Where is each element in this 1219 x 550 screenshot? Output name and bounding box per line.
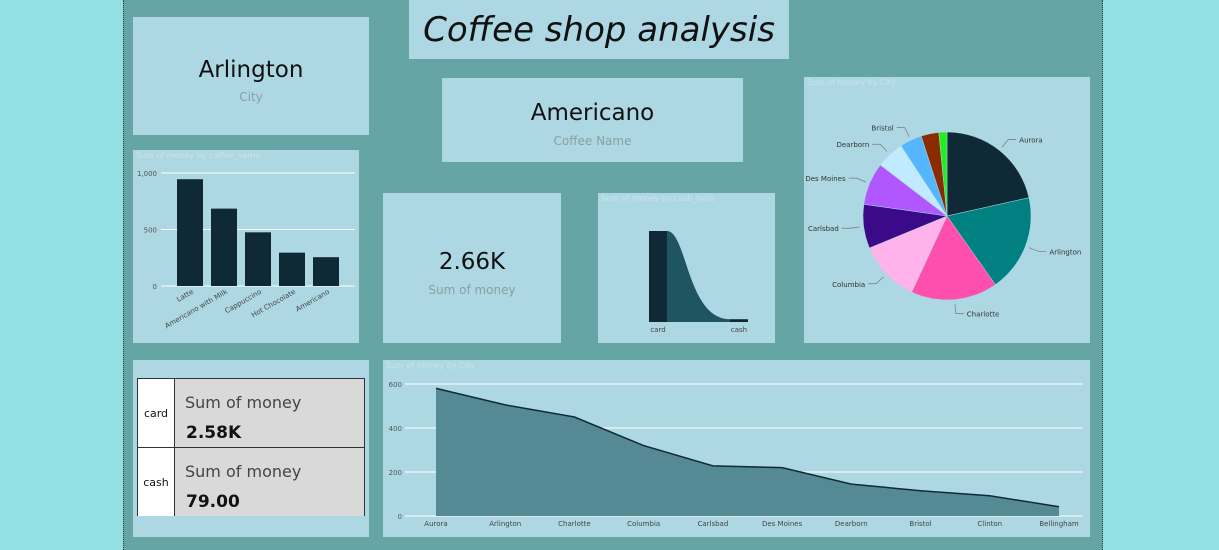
area-x-tick: Des Moines	[762, 520, 803, 528]
matrix-cell-caption: Sum of money	[185, 393, 302, 412]
matrix-row: cash Sum of money 79.00	[138, 447, 364, 516]
bar-y-tick: 1,000	[137, 170, 157, 178]
cashtype-chart-title: Sum of money by cash_type	[601, 194, 715, 203]
area-x-tick: Aurora	[424, 520, 447, 528]
bar-chart-title: Sum of money by coffee_name	[136, 151, 261, 160]
pie-slice	[938, 131, 948, 217]
area-x-tick: Charlotte	[558, 520, 591, 528]
bar-x-tick: Americano with Milk	[164, 287, 230, 330]
pie-chart-card[interactable]: Sum of money by City Aurora Arlington Char…	[804, 77, 1090, 343]
kpi-money-value: 2.66K	[438, 249, 506, 275]
pie-leader-line	[868, 276, 884, 285]
pie-leader-line	[954, 303, 964, 314]
area-line	[435, 387, 1060, 508]
area-chart-title: Sum of money by City	[386, 361, 475, 370]
bar-x-tick: Americano	[294, 288, 331, 314]
matrix-cell-value: 2.58K	[186, 423, 242, 443]
bar	[313, 257, 339, 286]
kpi-coffee-card[interactable]: Americano Coffee Name	[442, 78, 743, 162]
pie-leader-line	[1028, 247, 1047, 252]
cashtype-chart: card cash	[649, 231, 748, 334]
area-x-tick: Arlington	[489, 520, 521, 528]
pie-label: Charlotte	[967, 311, 1000, 319]
area-y-tick: 200	[389, 469, 402, 477]
pie-leader-line	[848, 177, 866, 183]
bar	[279, 252, 305, 286]
area-y-tick: 400	[389, 425, 402, 433]
cashtype-matrix: card Sum of money 2.58K cash Sum of mone…	[137, 378, 365, 516]
pie-label: Carlsbad	[808, 225, 839, 233]
area-x-tick: Bellingham	[1039, 520, 1079, 528]
area-chart: 0 200 400 600 Aurora Arlington Charlotte Columb…	[389, 381, 1083, 528]
bar	[211, 208, 237, 286]
pie-label: Bristol	[871, 125, 893, 133]
area-chart-card[interactable]: Sum of money by City 0 200 400 600 Aurora Arl…	[383, 360, 1090, 537]
cashtype-matrix-card[interactable]: card Sum of money 2.58K cash Sum of mone…	[133, 360, 369, 537]
report-canvas: Coffee shop analysis Arlington City Amer…	[123, 0, 1103, 550]
area-x-tick: Bristol	[909, 520, 931, 528]
matrix-cell: Sum of money 79.00	[175, 448, 364, 516]
area-fill	[436, 388, 1059, 516]
bar-chart-card[interactable]: Sum of money by coffee_name 0 500 1,000 Lat…	[133, 150, 359, 343]
pie-label: Des Moines	[805, 175, 846, 183]
pie-leader-line	[872, 143, 888, 152]
kpi-coffee-label: Coffee Name	[553, 134, 632, 148]
area-x-tick: Columbia	[627, 520, 660, 528]
pie-label: Dearborn	[836, 141, 869, 149]
pie-leader-line	[841, 226, 860, 229]
area-x-tick: Clinton	[977, 520, 1002, 528]
area-y-tick: 0	[398, 513, 402, 521]
cashtype-chart-card[interactable]: Sum of money by cash_type card cash	[598, 193, 775, 343]
cashtype-x-tick: card	[650, 326, 665, 334]
matrix-cell-caption: Sum of money	[185, 462, 302, 481]
report-title-box: Coffee shop analysis	[409, 0, 789, 59]
kpi-coffee-value: Americano	[530, 100, 655, 126]
bar-x-tick: Latte	[175, 288, 195, 304]
kpi-city-label: City	[239, 90, 263, 104]
matrix-cell: Sum of money 2.58K	[175, 379, 364, 447]
cashtype-x-tick: cash	[731, 326, 747, 334]
kpi-city-value: Arlington	[198, 57, 304, 83]
matrix-cell-value: 79.00	[186, 492, 240, 512]
pie-chart: Aurora Arlington Charlotte Columbia Carlsbad…	[805, 125, 1081, 319]
matrix-row: card Sum of money 2.58K	[138, 379, 364, 447]
bar	[177, 179, 203, 286]
area-x-tick: Carlsbad	[697, 520, 728, 528]
pie-slice	[946, 131, 1030, 217]
matrix-row-key: card	[138, 379, 175, 447]
area-y-tick: 600	[389, 381, 402, 389]
matrix-row-key: cash	[138, 448, 175, 516]
pie-label: Aurora	[1019, 137, 1042, 145]
kpi-money-card[interactable]: 2.66K Sum of money	[383, 193, 561, 343]
bar	[245, 232, 271, 286]
area-x-tick: Dearborn	[835, 520, 868, 528]
report-title: Coffee shop analysis	[423, 9, 775, 50]
cashtype-bar	[730, 319, 748, 322]
pie-chart-title: Sum of money by City	[807, 78, 896, 87]
pie-label: Arlington	[1049, 248, 1081, 256]
bar-y-tick: 500	[144, 227, 157, 235]
pie-label: Columbia	[832, 281, 865, 289]
kpi-city-card[interactable]: Arlington City	[133, 17, 369, 135]
pie-slice	[946, 197, 1032, 286]
bar-y-tick: 0	[153, 283, 157, 291]
pie-leader-line	[896, 127, 910, 137]
kpi-money-label: Sum of money	[428, 283, 516, 297]
pie-slice	[869, 215, 948, 293]
pie-slice	[911, 215, 996, 301]
cashtype-bar	[649, 231, 667, 322]
cashtype-ribbon	[667, 231, 730, 322]
pie-leader-line	[1001, 139, 1017, 148]
